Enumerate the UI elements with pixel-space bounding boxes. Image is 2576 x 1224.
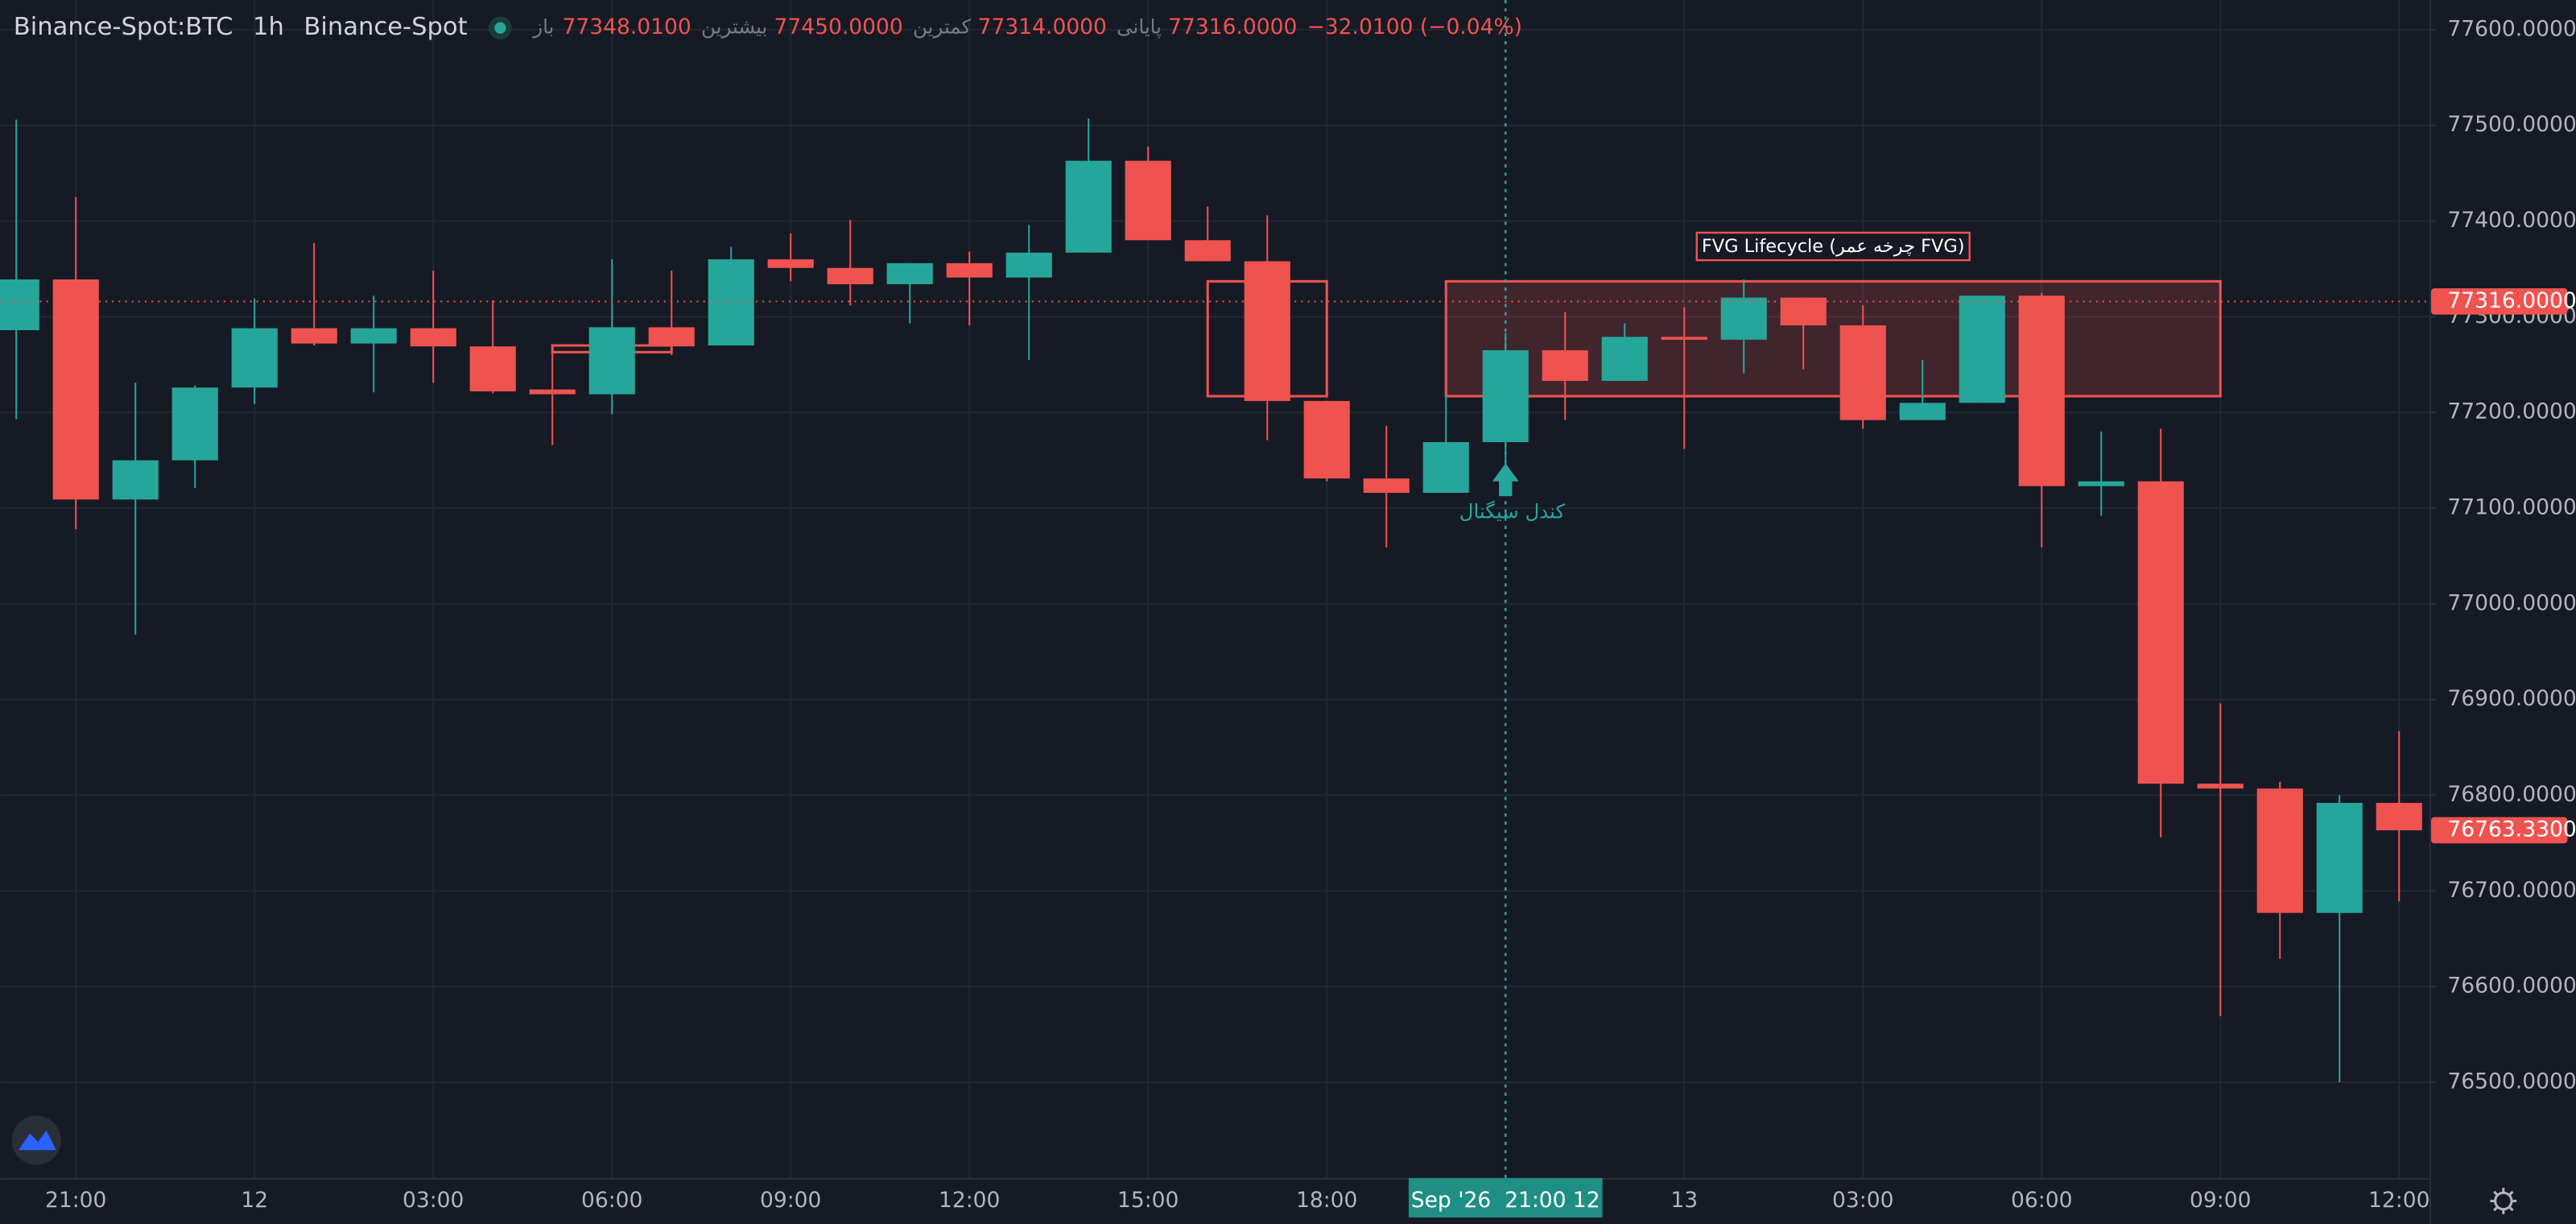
candle-body (469, 346, 516, 392)
candle-body (410, 328, 456, 347)
x-tick-label: 03:00 (1832, 1188, 1893, 1213)
x-tick-label: 15:00 (1117, 1188, 1179, 1213)
candle-body (1601, 337, 1648, 381)
x-tick-label: 06:00 (581, 1188, 642, 1213)
y-tick-label: 76700.0000 (2447, 878, 2576, 903)
candle-body (827, 267, 873, 284)
last-price-label-box (2431, 817, 2568, 844)
fvg-label-box (1695, 231, 1971, 262)
candle-body (1959, 296, 2005, 403)
candle-body (112, 460, 159, 500)
candle-body (1184, 240, 1231, 262)
legend-label: باز (531, 15, 554, 39)
candle-body (1065, 160, 1112, 253)
y-tick-label: 77000.0000 (2447, 590, 2576, 615)
x-tick-label: 13 (1670, 1188, 1698, 1213)
price-label-box (2431, 288, 2568, 315)
x-tick-label: 18:00 (1296, 1188, 1357, 1213)
candle-body (886, 263, 933, 284)
candle-body (2137, 481, 2184, 784)
candle-body (52, 279, 99, 500)
x-tick-label: 06:00 (2011, 1188, 2072, 1213)
settings-icon-teeth[interactable] (2490, 1188, 2517, 1214)
y-tick-label: 76800.0000 (2447, 782, 2576, 807)
x-tick-label: 03:00 (402, 1188, 464, 1213)
x-tick-label: 12:00 (2368, 1188, 2429, 1213)
x-tick-label: 09:00 (2190, 1188, 2251, 1213)
status-dot (494, 22, 506, 34)
y-tick-label: 77200.0000 (2447, 399, 2576, 424)
y-tick-label: 77600.0000 (2447, 16, 2576, 41)
logo[interactable] (11, 1115, 61, 1165)
candle-body (588, 327, 635, 395)
candle-body (1125, 160, 1171, 241)
candle-body (2256, 788, 2303, 913)
candle-body (946, 263, 993, 278)
candle-body (171, 387, 218, 461)
y-tick-label: 77400.0000 (2447, 208, 2576, 233)
candle-body (1005, 252, 1052, 278)
symbol: Binance-Spot:BTC (14, 13, 233, 41)
exchange: Binance-Spot (303, 13, 467, 41)
y-tick-label: 76500.0000 (2447, 1069, 2576, 1094)
crosshair-label: Sep '26 21:00 12 (1411, 1188, 1600, 1213)
candle-body (2018, 296, 2065, 486)
candle-body (1720, 297, 1767, 340)
crosshair-label-box (1408, 1177, 1603, 1218)
y-tick-label: 76600.0000 (2447, 974, 2576, 999)
candle-body (529, 389, 576, 395)
price-label: 77316.0000 (2447, 288, 2576, 313)
interval: 1h (253, 13, 284, 41)
candle-body (1303, 400, 1350, 479)
candle-body (291, 328, 337, 344)
candle-body (1661, 337, 1707, 340)
candle-body (767, 259, 814, 268)
candle-body (2376, 803, 2422, 831)
candle-body (350, 328, 397, 344)
candle-body (1422, 442, 1469, 494)
candle-body (648, 327, 695, 347)
candle-body (1899, 403, 1946, 420)
candle-body (231, 328, 278, 388)
legend-label: بیشترین (701, 15, 767, 39)
y-tick-label: 77100.0000 (2447, 495, 2576, 520)
candle-body (1542, 349, 1588, 381)
logo-mark[interactable] (18, 1130, 56, 1151)
x-tick-label: 09:00 (760, 1188, 821, 1213)
candle-body (708, 259, 754, 345)
candle-body (1839, 325, 1886, 420)
legend-value: 77314.0000 (978, 14, 1107, 39)
legend-value: 77348.0100 (563, 14, 691, 39)
x-tick-label: 12:00 (939, 1188, 1000, 1213)
candle-body (0, 279, 39, 330)
x-tick-label: 21:00 (45, 1188, 106, 1213)
last-price-label: 76763.3300 (2447, 817, 2576, 842)
candle-body (2197, 784, 2244, 789)
x-tick-label: 12 (241, 1188, 268, 1213)
legend-change: −32.0100 (−0.04%) (1307, 14, 1522, 39)
settings[interactable] (2490, 1188, 2517, 1214)
candle-body (1244, 261, 1290, 401)
signal-arrow (1492, 463, 1519, 497)
candles (0, 118, 2422, 1083)
header: Binance-Spot:BTC 1h Binance-Spot باز 77348.0… (14, 13, 1522, 41)
candle-body (2078, 481, 2124, 486)
y-tick-label: 76900.0000 (2447, 686, 2576, 711)
legend-value: 77450.0000 (774, 14, 903, 39)
signal-label: کندل سیگنال (1459, 500, 1566, 523)
legend-value: 77316.0000 (1168, 14, 1297, 39)
candle-body (1363, 478, 1410, 494)
legend-label: کمترین (913, 15, 971, 39)
y-tick-label: 77500.0000 (2447, 112, 2576, 137)
candle-body (2316, 803, 2363, 913)
fvg-label: FVG Lifecycle (چرخه عمر FVG) (1702, 236, 1965, 257)
legend-label: پایانی (1117, 15, 1162, 39)
